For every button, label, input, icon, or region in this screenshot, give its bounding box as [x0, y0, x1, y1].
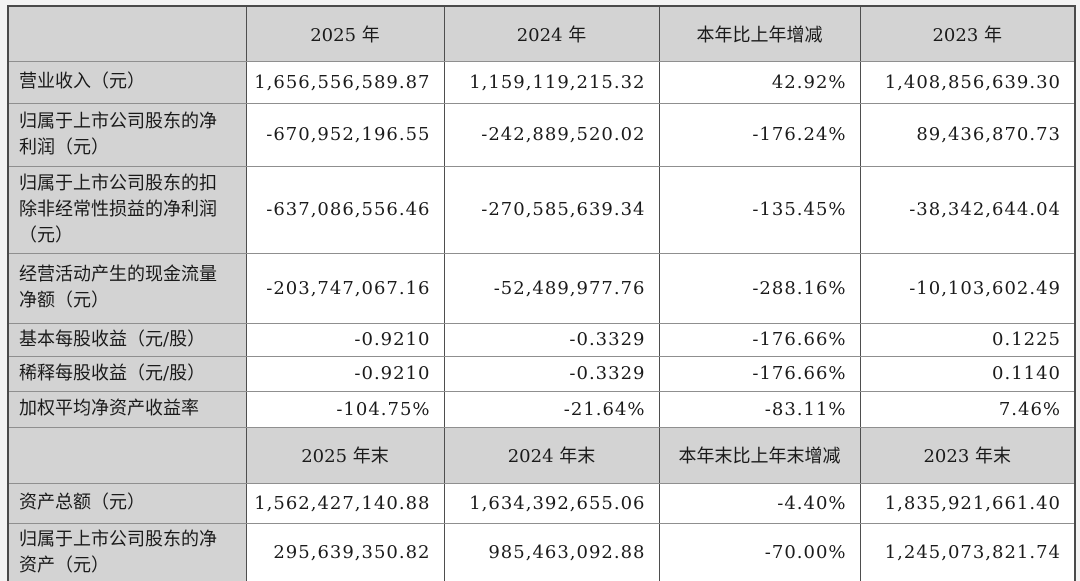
net-profit-excl-2023: -38,342,644.04 — [859, 165, 1076, 254]
basic-eps-2025: -0.9210 — [245, 322, 445, 357]
net-profit-label: 归属于上市公司股东的净利润（元） — [7, 102, 247, 167]
diluted-eps-label: 稀释每股收益（元/股） — [7, 355, 247, 392]
total-assets-label: 资产总额（元） — [7, 482, 247, 524]
financial-summary-table: 2025 年 2024 年 本年比上年增减 2023 年 营业收入（元） 1,6… — [7, 5, 1076, 581]
col-header-2025: 2025 年 — [245, 5, 445, 62]
roe-change: -83.11% — [658, 390, 861, 428]
row-basic-eps: 基本每股收益（元/股） -0.9210 -0.3329 -176.66% 0.1… — [7, 322, 1076, 357]
net-profit-change: -176.24% — [658, 102, 861, 167]
net-profit-excl-change: -135.45% — [658, 165, 861, 254]
col-header-2024-end: 2024 年末 — [443, 426, 660, 484]
net-assets-2024: 985,463,092.88 — [443, 522, 660, 581]
total-assets-change: -4.40% — [658, 482, 861, 524]
revenue-2023: 1,408,856,639.30 — [859, 60, 1076, 104]
cash-flow-2023: -10,103,602.49 — [859, 252, 1076, 324]
col-header-2023: 2023 年 — [859, 5, 1076, 62]
diluted-eps-change: -176.66% — [658, 355, 861, 392]
net-assets-2025: 295,639,350.82 — [245, 522, 445, 581]
net-profit-2024: -242,889,520.02 — [443, 102, 660, 167]
basic-eps-label: 基本每股收益（元/股） — [7, 322, 247, 357]
row-total-assets: 资产总额（元） 1,562,427,140.88 1,634,392,655.0… — [7, 482, 1076, 524]
total-assets-2024: 1,634,392,655.06 — [443, 482, 660, 524]
col-header-yoy-change: 本年比上年增减 — [658, 5, 861, 62]
col-header-end-change: 本年末比上年末增减 — [658, 426, 861, 484]
col-header-2025-end: 2025 年末 — [245, 426, 445, 484]
basic-eps-2024: -0.3329 — [443, 322, 660, 357]
net-profit-excl-label: 归属于上市公司股东的扣除非经常性损益的净利润（元） — [7, 165, 247, 254]
revenue-change: 42.92% — [658, 60, 861, 104]
net-assets-change: -70.00% — [658, 522, 861, 581]
revenue-2024: 1,159,119,215.32 — [443, 60, 660, 104]
row-revenue: 营业收入（元） 1,656,556,589.87 1,159,119,215.3… — [7, 60, 1076, 104]
net-profit-excl-2024: -270,585,639.34 — [443, 165, 660, 254]
roe-2023: 7.46% — [859, 390, 1076, 428]
cash-flow-2025: -203,747,067.16 — [245, 252, 445, 324]
col-header-2023-end: 2023 年末 — [859, 426, 1076, 484]
row-net-assets: 归属于上市公司股东的净资产（元） 295,639,350.82 985,463,… — [7, 522, 1076, 581]
row-diluted-eps: 稀释每股收益（元/股） -0.9210 -0.3329 -176.66% 0.1… — [7, 355, 1076, 392]
corner-cell — [7, 5, 247, 62]
roe-2025: -104.75% — [245, 390, 445, 428]
revenue-2025: 1,656,556,589.87 — [245, 60, 445, 104]
cash-flow-change: -288.16% — [658, 252, 861, 324]
basic-eps-change: -176.66% — [658, 322, 861, 357]
endpoint-header-row: 2025 年末 2024 年末 本年末比上年末增减 2023 年末 — [7, 426, 1076, 484]
row-net-profit-excl-nonrecurring: 归属于上市公司股东的扣除非经常性损益的净利润（元） -637,086,556.4… — [7, 165, 1076, 254]
row-weighted-avg-roe: 加权平均净资产收益率 -104.75% -21.64% -83.11% 7.46… — [7, 390, 1076, 428]
diluted-eps-2023: 0.1140 — [859, 355, 1076, 392]
net-profit-2025: -670,952,196.55 — [245, 102, 445, 167]
roe-label: 加权平均净资产收益率 — [7, 390, 247, 428]
diluted-eps-2025: -0.9210 — [245, 355, 445, 392]
endpoint-corner-cell — [7, 426, 247, 484]
basic-eps-2023: 0.1225 — [859, 322, 1076, 357]
revenue-label: 营业收入（元） — [7, 60, 247, 104]
total-assets-2023: 1,835,921,661.40 — [859, 482, 1076, 524]
cash-flow-label: 经营活动产生的现金流量净额（元） — [7, 252, 247, 324]
col-header-2024: 2024 年 — [443, 5, 660, 62]
net-assets-2023: 1,245,073,821.74 — [859, 522, 1076, 581]
cash-flow-2024: -52,489,977.76 — [443, 252, 660, 324]
total-assets-2025: 1,562,427,140.88 — [245, 482, 445, 524]
net-assets-label: 归属于上市公司股东的净资产（元） — [7, 522, 247, 581]
net-profit-excl-2025: -637,086,556.46 — [245, 165, 445, 254]
diluted-eps-2024: -0.3329 — [443, 355, 660, 392]
row-operating-cash-flow: 经营活动产生的现金流量净额（元） -203,747,067.16 -52,489… — [7, 252, 1076, 324]
row-net-profit: 归属于上市公司股东的净利润（元） -670,952,196.55 -242,88… — [7, 102, 1076, 167]
roe-2024: -21.64% — [443, 390, 660, 428]
period-header-row: 2025 年 2024 年 本年比上年增减 2023 年 — [7, 5, 1076, 62]
net-profit-2023: 89,436,870.73 — [859, 102, 1076, 167]
